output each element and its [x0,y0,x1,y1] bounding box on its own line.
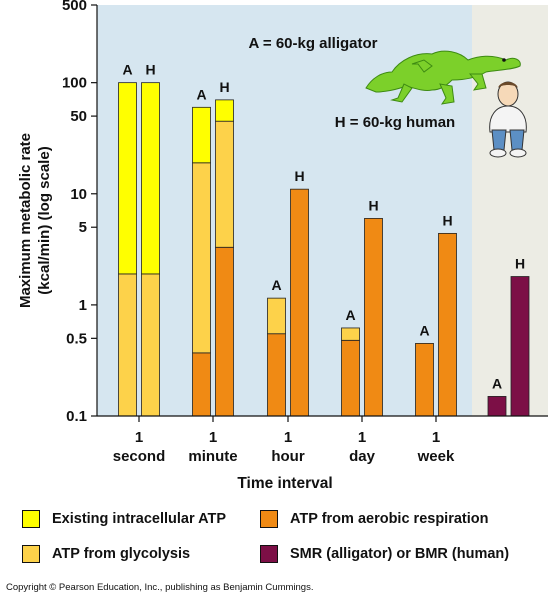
bar-segment-glycolysis [341,327,360,341]
bar-label: A [271,277,281,293]
bar-segment-aerobic [215,246,234,417]
bar-label: H [368,197,378,213]
bar-label: H [294,168,304,184]
seated-human-icon [489,81,527,158]
bar-label: A [419,322,429,338]
bar-segment-aerobic [438,232,457,417]
smr-bar-label: H [515,256,525,272]
bar-segment-glycolysis [141,273,160,417]
y-tick-label: 0.1 [66,408,87,425]
x-tick-label-number: 1 [209,429,217,446]
x-tick-label-number: 1 [358,429,366,446]
x-tick-label-unit: hour [271,448,304,465]
bar-segment-glycolysis [118,273,137,417]
x-tick-label-unit: week [417,448,455,465]
bar-segment-existing [192,106,211,164]
bar-segment-existing [118,82,137,275]
y-tick-label: 0.5 [66,330,87,347]
bar-segment-glycolysis [192,162,211,354]
x-tick-label-number: 1 [432,429,440,446]
bar-4-H [438,232,457,417]
smr-bar-H [510,276,530,417]
bar-segment-existing [141,82,160,275]
bar-label: H [442,212,452,228]
y-tick-label: 10 [70,186,87,203]
bar-3-H [364,218,383,417]
bar-4-A [415,343,434,417]
x-tick-label-number: 1 [284,429,292,446]
smr-bar-A [487,396,507,417]
bar-label: A [196,86,206,102]
y-tick-label: 5 [79,219,87,236]
bar-segment-aerobic [192,352,211,417]
bar-segment-glycolysis [267,297,286,335]
x-axis-title: Time interval [237,475,332,492]
bar-1-H [215,99,234,417]
y-tick-label: 50 [70,108,87,125]
human-key-annotation: H = 60-kg human [335,114,455,131]
bar-segment-aerobic [267,333,286,417]
bar-2-H [290,188,309,417]
y-axis-title-line2: (kcal/min) (log scale) [36,146,53,294]
y-tick-label: 500 [62,0,87,14]
bar-label: A [122,62,132,78]
x-tick-label-unit: day [349,448,376,465]
x-tick-label-unit: minute [188,448,237,465]
x-tick-label-number: 1 [135,429,143,446]
bar-1-A [192,106,211,417]
copyright-notice: Copyright © Pearson Education, Inc., pub… [6,582,314,593]
bar-segment-existing [215,99,234,122]
bar-label: H [145,62,155,78]
y-tick-label: 1 [79,297,87,314]
y-axis-title-line1: Maximum metabolic rate [17,133,34,308]
bar-segment-aerobic [290,188,309,417]
bar-2-A [267,297,286,417]
bar-segment-aerobic [341,339,360,417]
bar-label: A [345,307,355,323]
bar-segment-aerobic [415,343,434,417]
alligator-icon [365,50,521,105]
bar-0-A [118,82,137,417]
bar-segment-aerobic [364,218,383,417]
x-tick-label-unit: second [113,448,166,465]
standard-rate-panel [472,5,548,416]
alligator-key-annotation: A = 60-kg alligator [248,35,377,52]
bar-segment-glycolysis [215,120,234,248]
bar-0-H [141,82,160,417]
smr-bar-label: A [492,375,502,391]
bar-label: H [219,79,229,95]
y-tick-label: 100 [62,75,87,92]
bar-3-A [341,327,360,417]
